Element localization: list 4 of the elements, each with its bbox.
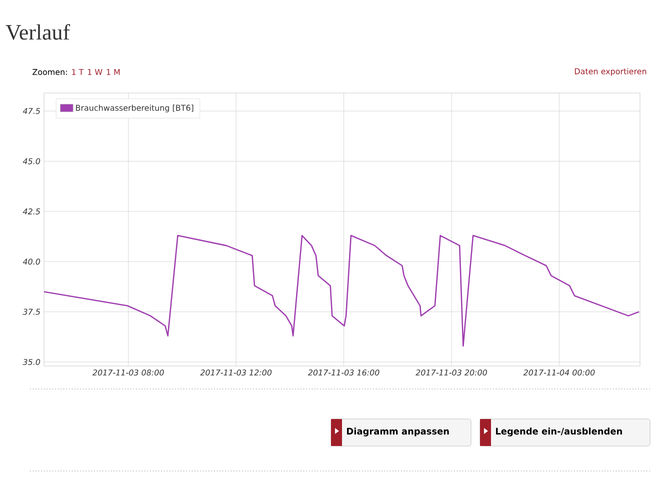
chart-title: Verlauf [6,24,70,40]
line-series [44,234,640,347]
text: Diagramm anpassen [347,428,449,436]
text: Legende ein-/ausblenden [496,428,622,436]
